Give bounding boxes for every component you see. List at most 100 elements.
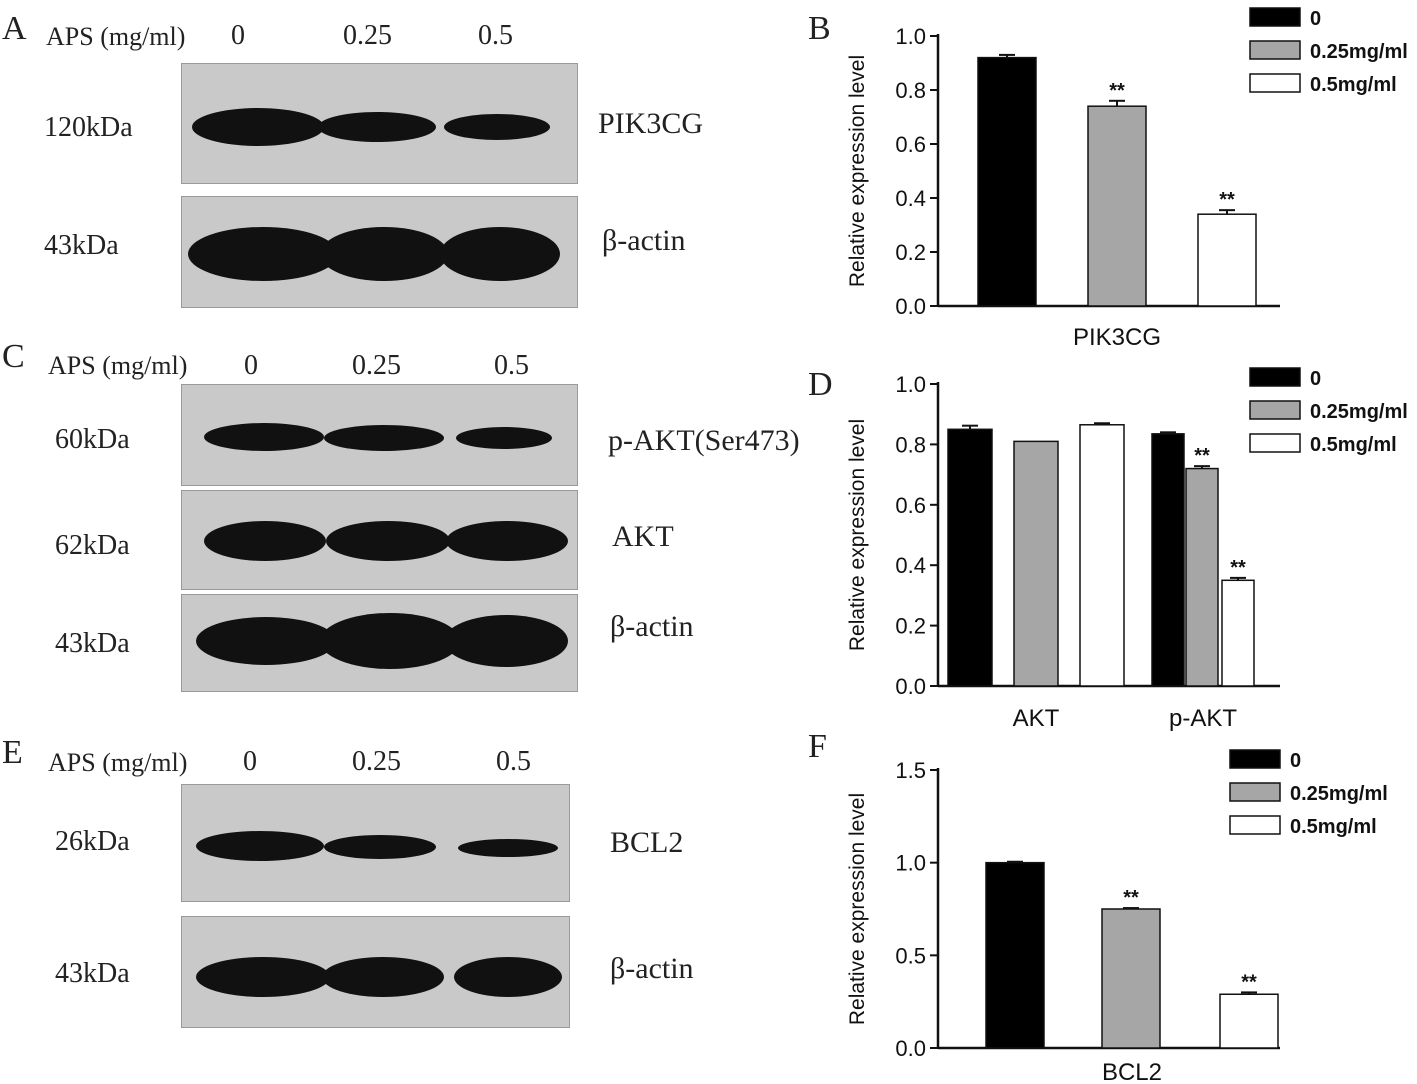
legend-label: 0.25mg/ml [1310, 41, 1408, 63]
band-a-0-0 [192, 108, 324, 146]
western-blot-actin-a [181, 196, 578, 308]
kda-label-a-0: 120kDa [44, 112, 133, 143]
legend-swatch [1249, 73, 1301, 93]
protein-label-a-1: β-actin [602, 224, 686, 257]
legend-swatch [1249, 433, 1301, 453]
bar [1185, 467, 1219, 687]
y-tick-label: 0.4 [895, 553, 926, 578]
bar [1101, 908, 1161, 1049]
lane-label-c-2: 0.5 [494, 350, 529, 381]
aps-label-a: APS (mg/ml) [46, 22, 186, 51]
bar-chart-pik3cg: 0.0 0.2 0.4 0.6 0.8 1.0 Relative expression le… [846, 7, 1408, 351]
significance-label: ** [1219, 189, 1235, 211]
band-a-1-0 [188, 227, 338, 281]
protein-label-a-0: PIK3CG [598, 107, 704, 140]
lane-label-e-2: 0.5 [496, 746, 531, 777]
western-blot-actin-c [181, 594, 578, 692]
bar [947, 428, 993, 687]
y-tick-label: 0.6 [895, 132, 926, 157]
y-tick-label: 0.0 [895, 674, 926, 699]
lane-label-c-0: 0 [244, 350, 258, 381]
bar [1087, 105, 1147, 307]
panel-letter-a: A [2, 10, 27, 47]
band-e-0-0 [196, 831, 324, 861]
legend-label: 0.25mg/ml [1310, 401, 1408, 423]
band-c-2-0 [196, 617, 336, 665]
bar [1151, 433, 1185, 687]
lane-label-e-1: 0.25 [352, 746, 401, 777]
y-tick-label: 0.0 [895, 294, 926, 319]
western-blot-actin-e [181, 916, 570, 1028]
category-label: PIK3CG [1073, 324, 1161, 351]
kda-label-a-1: 43kDa [44, 230, 119, 261]
significance-label: ** [1241, 971, 1257, 993]
band-c-1-2 [446, 521, 568, 561]
significance-label: ** [1109, 80, 1125, 102]
y-tick-label: 0.4 [895, 186, 926, 211]
band-c-0-2 [456, 427, 552, 449]
y-axis-label: Relative expression level [846, 419, 869, 651]
legend-label: 0.5mg/ml [1310, 434, 1397, 456]
panel-letter-c: C [2, 338, 25, 375]
western-blot-akt [181, 490, 578, 590]
legend-label: 0.5mg/ml [1310, 74, 1397, 96]
y-tick-label: 1.0 [895, 851, 926, 876]
y-tick-label: 0.0 [895, 1036, 926, 1061]
band-a-1-2 [440, 227, 560, 281]
panel-letter-b: B [808, 10, 831, 47]
protein-label-c-0: p-AKT(Ser473) [608, 424, 800, 457]
legend-label: 0.25mg/ml [1290, 783, 1388, 805]
bar [1197, 213, 1257, 307]
panel-letter-f: F [808, 728, 827, 765]
y-tick-label: 0.5 [895, 943, 926, 968]
y-tick-label: 1.0 [895, 372, 926, 397]
protein-label-c-1: AKT [612, 520, 674, 553]
kda-label-c-2: 43kDa [55, 628, 130, 659]
aps-label-e: APS (mg/ml) [48, 748, 188, 777]
category-label: p-AKT [1169, 705, 1237, 732]
legend-label: 0 [1310, 8, 1321, 30]
lane-label-c-1: 0.25 [352, 350, 401, 381]
lane-label-a-2: 0.5 [478, 20, 513, 51]
protein-label-c-2: β-actin [610, 610, 694, 643]
band-c-0-1 [324, 425, 444, 451]
significance-label: ** [1123, 887, 1139, 909]
protein-label-e-1: β-actin [610, 952, 694, 985]
band-c-1-1 [326, 521, 450, 561]
western-blot-p-akt [181, 384, 578, 486]
y-tick-label: 1.5 [895, 758, 926, 783]
band-c-2-1 [320, 613, 460, 669]
band-e-0-1 [324, 835, 436, 859]
western-blot-pik3cg [181, 63, 578, 184]
bar [977, 56, 1037, 307]
band-a-1-1 [320, 227, 448, 281]
y-tick-label: 0.2 [895, 614, 926, 639]
bar [1079, 424, 1125, 687]
bar [985, 861, 1045, 1049]
significance-label: ** [1230, 557, 1246, 579]
kda-label-e-0: 26kDa [55, 826, 130, 857]
legend-swatch [1229, 749, 1281, 769]
y-tick-label: 1.0 [895, 24, 926, 49]
legend-swatch [1229, 815, 1281, 835]
category-label: BCL2 [1102, 1059, 1162, 1084]
band-e-1-0 [196, 957, 330, 997]
kda-label-e-1: 43kDa [55, 958, 130, 989]
band-c-2-2 [444, 615, 568, 667]
band-c-1-0 [204, 521, 326, 561]
legend-swatch [1249, 40, 1301, 60]
band-c-0-0 [204, 423, 324, 451]
lane-label-e-0: 0 [243, 746, 257, 777]
band-a-0-2 [444, 114, 550, 140]
y-tick-label: 0.8 [895, 432, 926, 457]
protein-label-e-0: BCL2 [610, 826, 684, 859]
band-e-0-2 [458, 839, 558, 857]
legend-swatch [1229, 782, 1281, 802]
category-label: AKT [1013, 705, 1060, 732]
y-axis-label: Relative expression level [846, 55, 869, 287]
legend-swatch [1249, 367, 1301, 387]
bar [1013, 440, 1059, 687]
western-blot-bcl2 [181, 784, 570, 902]
bar [1219, 993, 1279, 1049]
legend-label: 0 [1290, 750, 1301, 772]
